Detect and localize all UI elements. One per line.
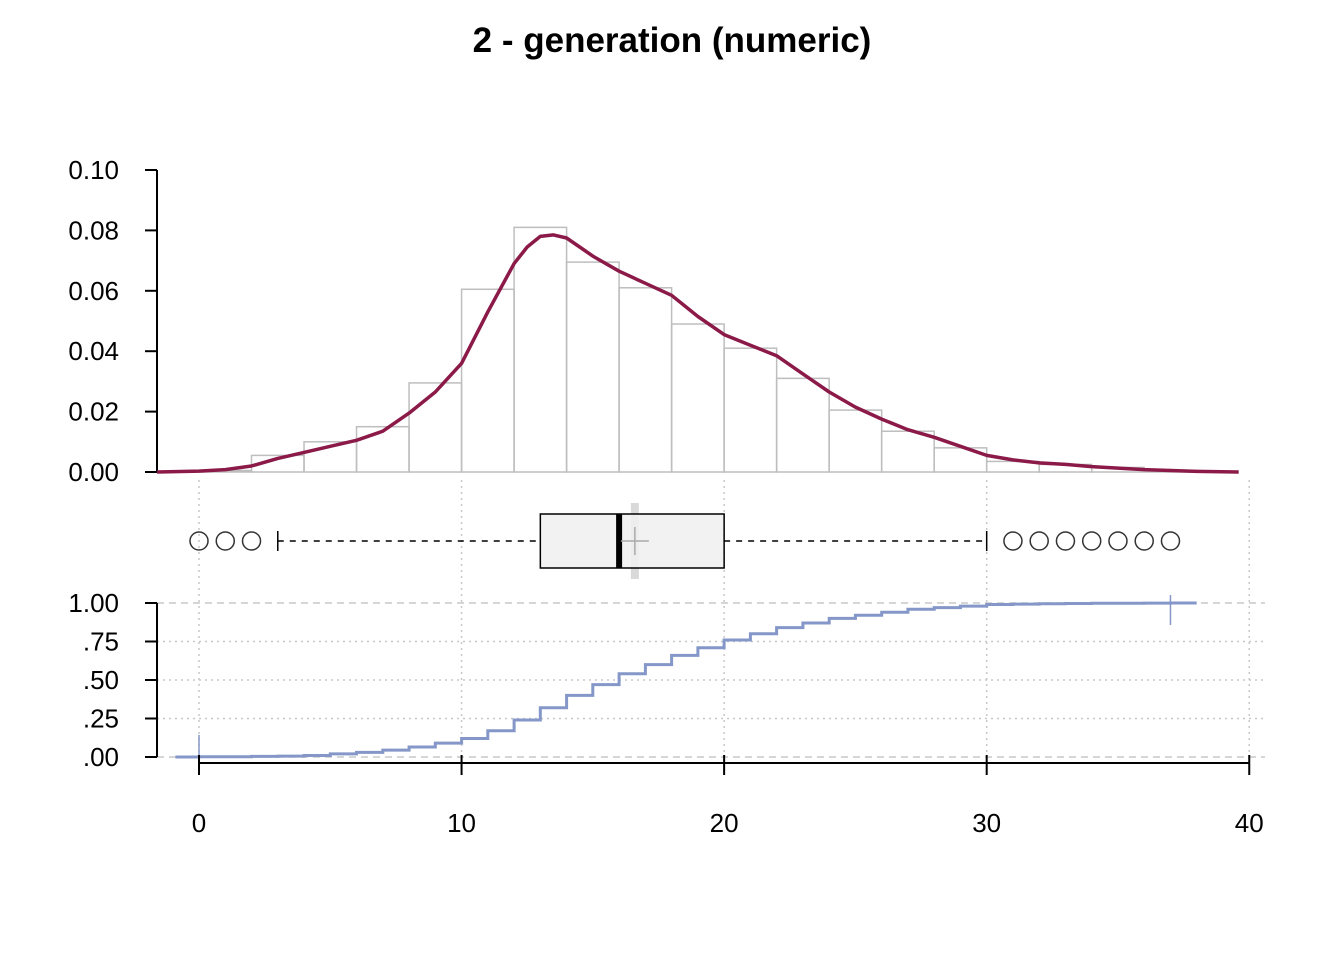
histogram-bar bbox=[513, 226, 568, 473]
x-grid bbox=[198, 480, 1250, 763]
boxplot-outlier bbox=[1108, 531, 1128, 551]
histogram-y-tick-label: 0.06 bbox=[68, 276, 119, 306]
ecdf-y-tick-label: .00 bbox=[83, 742, 119, 772]
histogram-y-tick-label: 0.10 bbox=[68, 155, 119, 185]
histogram-y-tick-label: 0.00 bbox=[68, 457, 119, 487]
boxplot-outlier bbox=[1003, 531, 1023, 551]
boxplot-outlier bbox=[1160, 531, 1181, 551]
histogram-bar bbox=[355, 425, 410, 473]
boxplot-outlier bbox=[1081, 531, 1102, 551]
histogram-bar bbox=[775, 377, 830, 473]
boxplot-outlier bbox=[1134, 531, 1154, 551]
histogram-y-tick-label: 0.04 bbox=[68, 336, 119, 366]
histogram-bar bbox=[565, 261, 620, 473]
ecdf-y-tick-label: .50 bbox=[83, 665, 119, 695]
histogram-bar bbox=[460, 288, 515, 473]
chart-title: 2 - generation (numeric) bbox=[473, 21, 872, 60]
histogram-panel: 0.00 0.02 0.04 0.06 0.08 0.10 bbox=[68, 155, 1239, 487]
histogram-bar bbox=[828, 409, 883, 473]
boxplot-outlier bbox=[1029, 531, 1049, 551]
boxplot-panel bbox=[189, 503, 1181, 579]
histogram-y-tick-label: 0.02 bbox=[68, 397, 119, 427]
x-tick-label: 40 bbox=[1235, 808, 1264, 838]
boxplot-outlier bbox=[215, 531, 236, 551]
histogram-bar bbox=[408, 382, 463, 473]
boxplot-outlier bbox=[241, 531, 262, 551]
ecdf-y-tick-label: .25 bbox=[83, 704, 119, 734]
ecdf-y-tick-label: .75 bbox=[83, 627, 119, 657]
boxplot-outlier bbox=[189, 531, 209, 551]
histogram-bar bbox=[618, 287, 673, 473]
x-axis: 0 10 20 30 40 bbox=[192, 755, 1264, 838]
x-tick-label: 0 bbox=[192, 808, 206, 838]
x-tick-label: 30 bbox=[972, 808, 1001, 838]
density-curve bbox=[156, 233, 1239, 474]
histogram-bar bbox=[880, 430, 935, 473]
x-tick-label: 20 bbox=[710, 808, 739, 838]
boxplot-outlier bbox=[1055, 531, 1076, 551]
histogram-bar bbox=[670, 323, 725, 473]
histogram-bar bbox=[723, 347, 778, 473]
x-tick-label: 10 bbox=[447, 808, 476, 838]
ecdf-panel: .00 .25 .50 .75 1.00 bbox=[68, 588, 1265, 772]
histogram-y-tick-label: 0.08 bbox=[68, 215, 119, 245]
ecdf-y-tick-label: 1.00 bbox=[68, 588, 119, 618]
ecdf-step-line bbox=[175, 601, 1197, 759]
